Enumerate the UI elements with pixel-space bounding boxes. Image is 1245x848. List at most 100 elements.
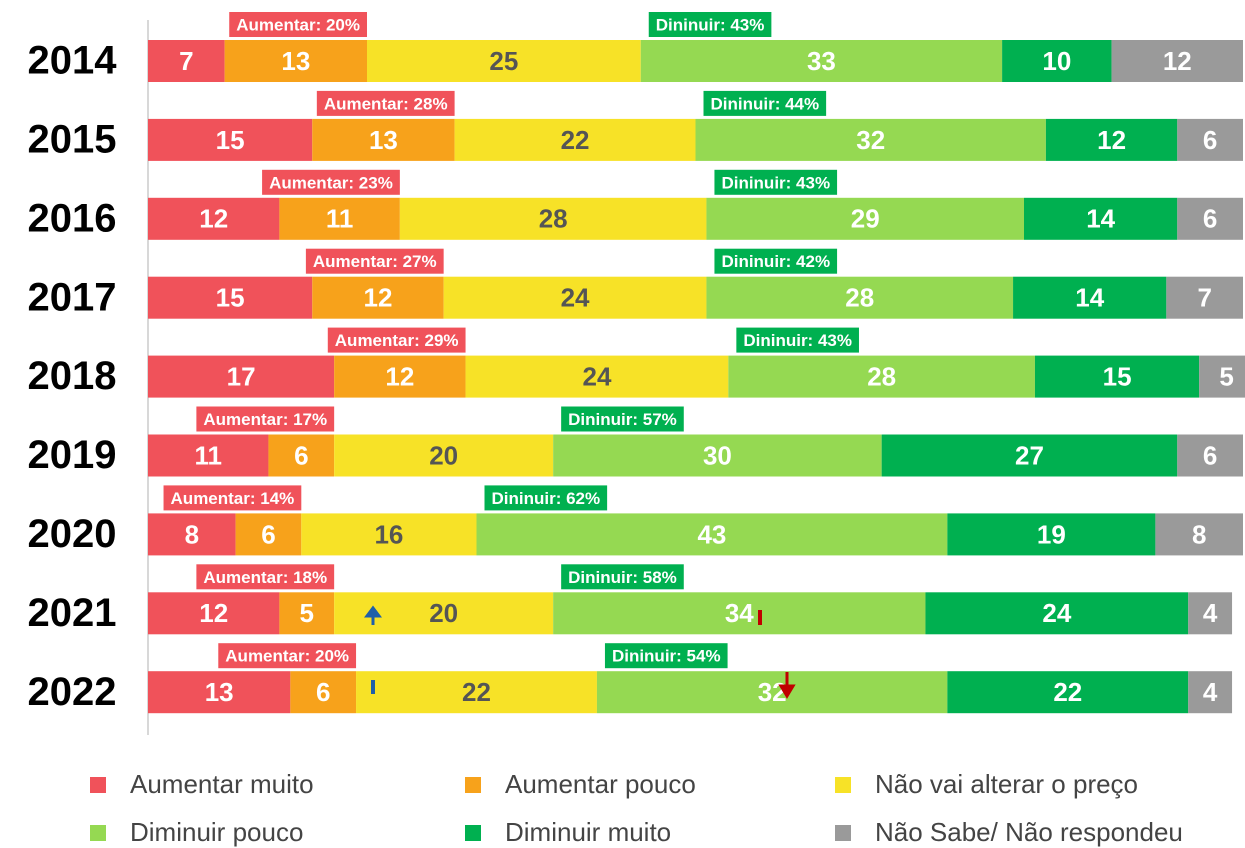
value-label: 11 [194,440,222,470]
y-tick-label: 2015 [28,117,117,161]
bar-segment [553,434,882,477]
increase-box [316,90,455,116]
bar-segment [399,197,707,240]
value-label: 15 [216,125,245,155]
value-label: 12 [1097,125,1126,155]
decrease-label: Dininuir: 43% [743,331,852,350]
bar-segment [301,513,477,556]
decrease-box [703,90,827,116]
legend-label: Aumentar muito [130,769,314,799]
bar-segment [148,434,269,477]
legend-swatch [465,825,481,841]
y-tick-label: 2017 [28,275,117,319]
increase-box [196,406,335,432]
marker [758,610,762,625]
value-label: 7 [179,46,193,76]
bar-segment [367,40,641,82]
increase-box [218,643,357,669]
bar-segment [706,276,1014,319]
bar-segment [356,671,597,714]
legend-label: Aumentar pouco [505,769,696,799]
bar-segment [334,355,466,398]
value-label: 22 [561,125,590,155]
bar-segment [706,197,1024,240]
increase-label: Aumentar: 28% [324,94,448,113]
value-label: 12 [199,204,228,234]
increase-box [327,327,466,353]
bar-segment [148,513,236,556]
decrease-box [736,327,859,353]
legend-swatch [835,777,851,793]
bar-segment [148,276,313,319]
increase-label: Aumentar: 20% [236,15,360,34]
value-label: 19 [1037,519,1066,549]
bar-segment [947,513,1156,556]
value-label: 22 [462,677,491,707]
decrease-box [714,248,838,274]
value-label: 34 [725,598,754,628]
bar-segment [279,197,400,240]
increase-box [229,12,367,37]
marker [371,680,375,694]
bar-segment [881,434,1178,477]
increase-box [262,169,400,195]
increase-label: Aumentar: 18% [203,568,327,587]
y-tick-label: 2022 [28,670,117,714]
bar-segment [1166,276,1243,319]
value-label: 8 [1192,519,1206,549]
bar-segment [148,118,313,161]
bar-segment [465,355,729,398]
value-label: 15 [216,283,245,313]
increase-box [163,485,302,511]
increase-box [305,248,444,274]
down-arrow [778,672,796,699]
y-tick-label: 2016 [28,196,117,240]
bar-segment [235,513,302,556]
bar-segment [312,118,455,161]
increase-label: Aumentar: 29% [335,331,459,350]
decrease-box [561,564,684,590]
increase-label: Aumentar: 14% [171,489,295,508]
value-label: 11 [326,204,354,234]
value-label: 8 [185,519,199,549]
decrease-label: Dininuir: 43% [721,173,830,192]
bar-segment [553,592,926,635]
legend-swatch [90,825,106,841]
bar-segment [334,434,554,477]
bar-segment [224,40,367,82]
bar-segment [1188,592,1233,635]
decrease-label: Dininuir: 57% [568,410,677,429]
increase-box [196,564,335,590]
bar-segment [1111,40,1243,82]
bar-segment [443,276,707,319]
value-label: 25 [489,46,518,76]
value-label: 27 [1015,440,1044,470]
value-label: 32 [758,677,787,707]
value-label: 12 [363,283,392,313]
bar-segment [1024,197,1178,240]
bar-segment [148,40,225,82]
value-label: 13 [205,677,234,707]
decrease-box [484,485,608,511]
bar-segment [290,671,357,714]
bar-segment [640,40,1003,82]
value-label: 12 [385,361,414,391]
value-label: 13 [369,125,398,155]
legend-label: Não Sabe/ Não respondeu [875,817,1183,847]
y-tick-label: 2021 [28,591,117,635]
value-label: 28 [867,361,896,391]
value-label: 24 [1042,598,1071,628]
bar-segment [148,671,291,714]
legend-swatch [465,777,481,793]
legend-label: Não vai alterar o preço [875,769,1138,799]
y-tick-label: 2018 [28,354,117,398]
value-label: 6 [316,677,330,707]
decrease-label: Dininuir: 62% [492,489,601,508]
y-tick-label: 2019 [28,433,117,477]
value-label: 12 [1163,46,1192,76]
bar-segment [268,434,335,477]
increase-label: Aumentar: 17% [203,410,327,429]
increase-label: Aumentar: 23% [269,173,393,192]
increase-label: Aumentar: 20% [225,647,349,666]
